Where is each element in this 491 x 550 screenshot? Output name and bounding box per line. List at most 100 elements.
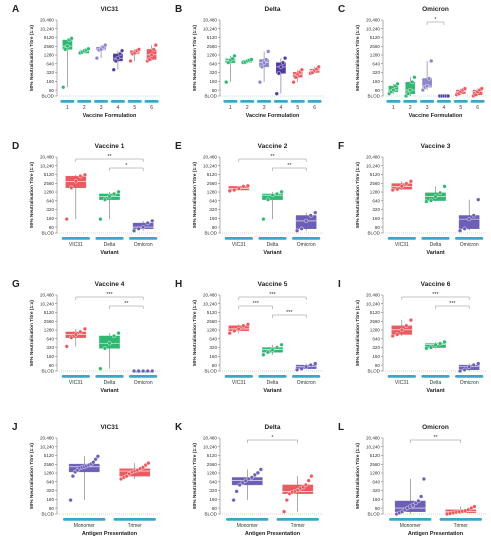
y-tick-label: 640	[372, 479, 380, 484]
x-tick-label: Monomer	[74, 523, 95, 529]
data-point	[249, 475, 254, 480]
box-5: 5	[127, 47, 142, 111]
y-tick-label: 320	[46, 345, 54, 350]
y-tick-label: 160	[372, 216, 380, 221]
data-point	[141, 224, 146, 230]
x-axis-label: Vaccine Formulation	[409, 113, 463, 119]
panel-letter: B	[175, 4, 182, 15]
data-point	[299, 67, 305, 72]
x-tick-label: 4	[280, 105, 283, 111]
y-tick-label: 5120	[44, 35, 55, 40]
box-omicron: Omicron	[455, 361, 484, 386]
category-bar	[257, 100, 272, 103]
x-tick-label: VIC31	[232, 380, 246, 386]
data-point	[145, 368, 150, 374]
y-tick-label: 1280	[207, 328, 218, 333]
data-point	[308, 213, 313, 218]
data-point	[472, 504, 477, 509]
data-point	[232, 328, 237, 333]
y-tick-label: 1280	[44, 328, 55, 333]
y-tick-label: 2560	[44, 462, 55, 467]
bracket-line	[238, 158, 307, 162]
data-point	[245, 322, 251, 327]
data-point	[103, 43, 108, 48]
y-tick-label: 10,240	[203, 444, 217, 449]
x-tick-label: Trimer	[454, 523, 469, 529]
y-tick-label: 160	[209, 497, 217, 502]
significance-bracket: *	[426, 17, 445, 25]
y-tick-label: 1280	[44, 53, 55, 58]
y-tick-label: 640	[46, 198, 54, 203]
box-6: 6	[470, 86, 485, 111]
data-point	[428, 198, 434, 203]
box-4: 4	[110, 48, 125, 111]
box-2: 2	[77, 46, 92, 111]
data-point	[70, 474, 75, 479]
x-tick-label: Delta	[267, 242, 279, 248]
data-point	[467, 217, 472, 222]
data-point	[78, 174, 83, 179]
data-point	[473, 92, 478, 97]
data-point	[116, 189, 121, 194]
box-vic31: VIC31	[61, 172, 90, 248]
y-tick-label: 2560	[370, 181, 381, 186]
x-axis-label: Variant	[100, 388, 119, 394]
category-bar	[63, 518, 106, 521]
data-point	[232, 187, 237, 193]
significance-label: ***	[432, 292, 439, 298]
data-point	[147, 57, 152, 62]
category-bar	[144, 100, 159, 103]
data-point	[282, 509, 287, 514]
category-bar	[60, 100, 75, 103]
y-tick-label: 1280	[370, 471, 381, 476]
data-point	[259, 64, 265, 70]
data-point	[270, 193, 275, 198]
data-point	[410, 80, 415, 85]
significance-label: **	[433, 435, 438, 441]
data-point	[416, 498, 421, 504]
x-tick-label: 1	[229, 105, 232, 111]
y-tick-label: 80	[49, 88, 55, 93]
data-point	[429, 58, 434, 64]
x-tick-label: 3	[100, 105, 103, 111]
significance-bracket: ***	[272, 310, 307, 318]
box-vic31: VIC31	[387, 318, 416, 386]
panel-title: Vaccine 6	[421, 281, 451, 288]
category-bar	[129, 237, 158, 240]
x-tick-label: 6	[150, 105, 153, 111]
y-tick-label: 1280	[370, 190, 381, 195]
box-3: 3	[420, 58, 435, 111]
y-tick-label: 1280	[370, 328, 381, 333]
data-point	[442, 184, 447, 189]
significance-bracket: **	[272, 163, 307, 171]
y-tick-label: 1280	[44, 471, 55, 476]
data-point	[406, 91, 411, 96]
data-point	[73, 179, 78, 184]
x-tick-label: 2	[409, 105, 412, 111]
data-point	[91, 460, 96, 465]
box-delta: Delta	[258, 342, 287, 386]
y-tick-label: 80	[49, 363, 55, 368]
bracket-line	[272, 314, 307, 318]
y-tick-label: BLOD	[367, 231, 380, 236]
data-point	[102, 346, 108, 351]
data-point	[230, 56, 235, 61]
panel-title: VIC31	[100, 6, 118, 13]
data-point	[240, 480, 245, 485]
y-tick-label: 5120	[207, 453, 218, 458]
data-point	[424, 83, 430, 89]
data-point	[276, 71, 281, 76]
data-point	[249, 57, 254, 62]
y-tick-label: BLOD	[204, 512, 217, 517]
x-tick-label: 1	[66, 105, 69, 111]
x-tick-label: 2	[83, 105, 86, 111]
x-tick-label: VIC31	[69, 242, 83, 248]
y-tick-label: 160	[372, 497, 380, 502]
data-point	[437, 341, 443, 346]
category-bar	[403, 100, 418, 103]
y-tick-label: 5120	[44, 172, 55, 177]
x-tick-label: Delta	[430, 380, 442, 386]
data-point	[252, 472, 257, 478]
y-tick-label: BLOD	[41, 512, 54, 517]
panel-letter: I	[338, 279, 341, 290]
